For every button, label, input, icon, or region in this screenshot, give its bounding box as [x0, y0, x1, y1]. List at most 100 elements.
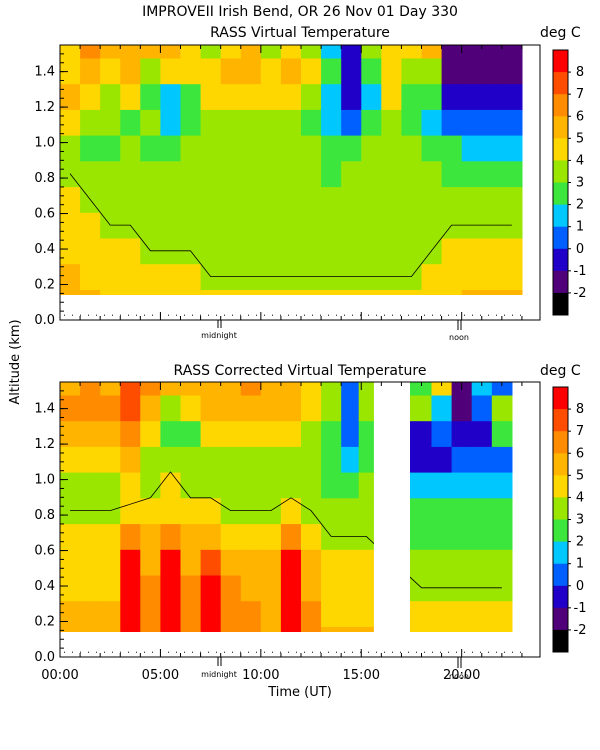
colorbar-label: 5	[576, 131, 584, 146]
heat-cell	[60, 574, 81, 602]
heat-cell	[140, 549, 161, 576]
heat-cell	[301, 83, 322, 110]
heat-cell	[100, 394, 121, 422]
heat-cell	[100, 497, 121, 525]
heat-cell	[240, 212, 262, 239]
heat-cell	[60, 382, 81, 396]
heat-cell	[321, 160, 342, 188]
heat-cell	[341, 497, 360, 525]
ground-dot	[208, 651, 209, 653]
heat-cell	[280, 420, 302, 447]
heat-cell	[240, 600, 262, 627]
heat-cell	[120, 574, 141, 602]
heat-cell	[431, 549, 453, 576]
heat-cell	[441, 45, 463, 59]
heat-cell	[321, 420, 342, 447]
heat-cell	[160, 263, 182, 290]
ground-dot	[280, 651, 281, 653]
heat-cell	[60, 109, 81, 136]
heat-cell	[180, 212, 202, 239]
heat-cell	[80, 600, 101, 627]
heat-cell	[220, 626, 242, 632]
heat-cell	[140, 523, 161, 550]
heat-cell	[180, 382, 202, 396]
heat-cell	[160, 472, 182, 499]
ground-dot	[392, 314, 393, 316]
heat-cell	[491, 420, 513, 447]
ground-dot	[456, 651, 457, 653]
ground-dot	[256, 314, 257, 316]
heat-cell	[301, 186, 322, 213]
heat-cell	[421, 45, 443, 59]
ground-dot	[168, 314, 169, 316]
heat-cell	[341, 289, 362, 295]
heat-cell	[60, 237, 81, 265]
top-y-ticks: 0.0 0.2 0.4 0.6 0.8 1.0 1.2 1.4	[34, 53, 68, 328]
ground-dot	[104, 314, 105, 316]
colorbar-swatch	[553, 204, 568, 228]
ground-dot	[216, 314, 217, 316]
heat-cell	[200, 109, 222, 136]
colorbar-label: 6	[576, 109, 584, 124]
heat-cell	[471, 420, 493, 447]
heat-cell	[301, 382, 322, 396]
heat-cell	[160, 83, 182, 110]
heat-cell	[220, 135, 242, 162]
heat-cell	[220, 186, 242, 213]
heat-cell	[140, 600, 161, 627]
heat-cell	[451, 420, 473, 447]
heat-cell	[120, 446, 141, 473]
ground-dot	[168, 651, 169, 653]
heat-cell	[100, 160, 121, 188]
ground-dot	[320, 314, 321, 316]
heat-cell	[240, 382, 262, 396]
ground-dot	[176, 314, 177, 316]
colorbar-swatch	[553, 138, 568, 161]
heat-cell	[361, 45, 382, 59]
ground-dot	[312, 651, 313, 653]
heat-cell	[260, 83, 282, 110]
ground-dot	[376, 651, 377, 653]
heat-cell	[461, 160, 483, 188]
heat-cell	[471, 600, 493, 627]
heat-cell	[80, 237, 101, 265]
ground-dot	[184, 314, 185, 316]
heat-cell	[200, 45, 222, 59]
heat-cell	[381, 212, 402, 239]
heat-cell	[100, 420, 121, 447]
ground-dot	[272, 314, 273, 316]
ground-dot	[488, 651, 489, 653]
ground-dot	[496, 651, 497, 653]
heat-cell	[321, 472, 342, 499]
heat-cell	[80, 83, 101, 110]
heat-cell	[80, 382, 101, 396]
top-midnight-label: midnight	[201, 331, 237, 340]
bottom-ground-dots	[64, 651, 521, 653]
heat-cell	[60, 45, 81, 59]
heat-cell	[80, 289, 101, 295]
heat-cell	[160, 626, 182, 632]
heat-cell	[120, 45, 141, 59]
contour-line	[69, 173, 512, 277]
ground-dot	[64, 314, 65, 316]
heat-cell	[200, 382, 222, 396]
heat-cell	[461, 263, 483, 290]
heat-cell	[501, 135, 523, 162]
heat-cell	[60, 57, 81, 85]
heat-cell	[341, 160, 362, 188]
heat-cell	[381, 160, 402, 188]
ground-dot	[288, 314, 289, 316]
ground-dot	[464, 651, 465, 653]
ground-dot	[424, 314, 425, 316]
heat-cell	[280, 57, 302, 85]
ground-dot	[200, 314, 201, 316]
colorbar-label: 4	[576, 490, 584, 505]
colorbar-swatch	[553, 519, 568, 543]
ground-dot	[504, 651, 505, 653]
heat-cell	[321, 83, 342, 110]
heat-cell	[100, 600, 121, 627]
heat-cell	[120, 497, 141, 525]
bottom-panel: 0.0 0.2 0.4 0.6 0.8 1.0 1.2 1.4 00:00 05:00 10:00…	[34, 381, 586, 683]
heat-cell	[501, 160, 523, 188]
